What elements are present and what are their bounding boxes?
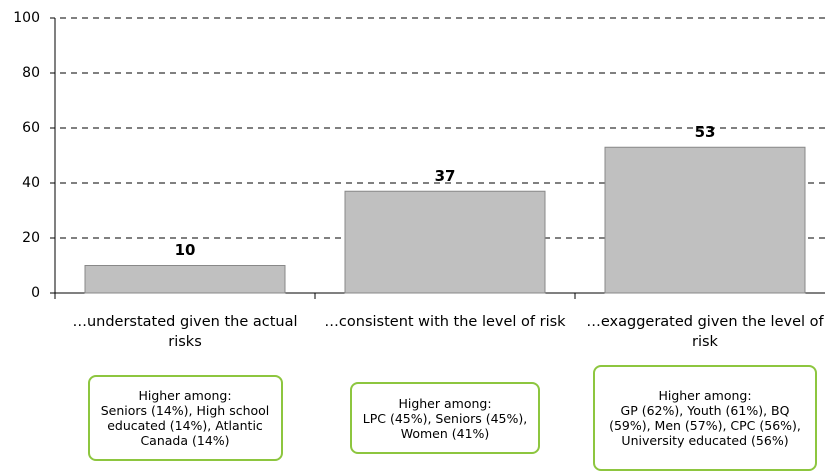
- annotation-box: Higher among: GP (62%), Youth (61%), BQ (…: [593, 365, 817, 471]
- x-tick-label: …consistent with the level of risk: [324, 314, 566, 330]
- y-tick-label: 0: [31, 285, 40, 301]
- x-tick-label: …exaggerated given the level of risk: [586, 314, 824, 350]
- annotation-heading: Higher among:: [658, 388, 752, 403]
- y-tick-label: 100: [13, 10, 40, 26]
- x-tick-label: …understated given the actual risks: [72, 314, 298, 350]
- y-tick-label: 20: [22, 230, 40, 246]
- bar: [84, 265, 286, 294]
- y-tick-label: 40: [22, 175, 40, 191]
- annotation-heading: Higher among:: [138, 388, 232, 403]
- bar: [344, 190, 546, 294]
- value-label: 53: [695, 123, 716, 141]
- annotation-text: LPC (45%), Seniors (45%), Women (41%): [362, 410, 528, 441]
- annotation-heading: Higher among:: [398, 395, 492, 411]
- y-tick-label: 60: [22, 120, 40, 136]
- annotation-box: Higher among: LPC (45%), Seniors (45%), W…: [350, 382, 540, 454]
- bar: [604, 146, 806, 294]
- annotation-text: Seniors (14%), High school educated (14%…: [100, 403, 270, 448]
- annotation-box: Higher among: Seniors (14%), High school …: [87, 375, 283, 461]
- y-tick-label: 80: [22, 65, 40, 81]
- value-label: 10: [175, 241, 196, 259]
- value-label: 37: [435, 167, 456, 185]
- annotation-text: GP (62%), Youth (61%), BQ (59%), Men (57…: [609, 403, 801, 448]
